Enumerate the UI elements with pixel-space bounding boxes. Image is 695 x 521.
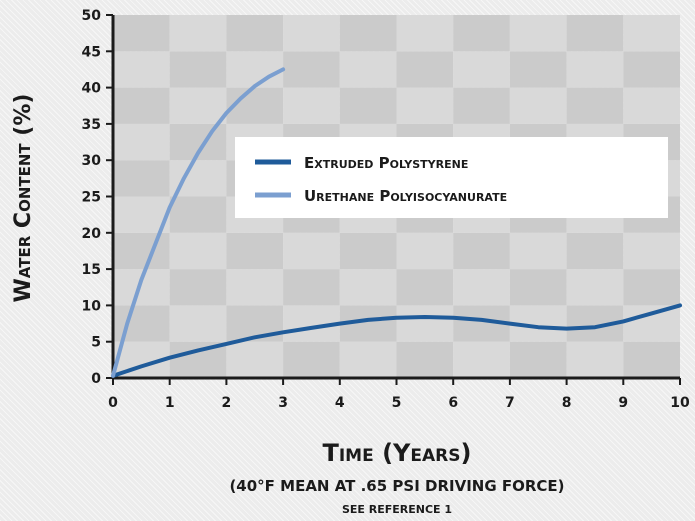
grid-cell	[509, 341, 567, 378]
grid-cell	[169, 196, 227, 233]
grid-cell	[566, 15, 624, 52]
grid-cell	[566, 87, 624, 124]
y-axis-label: Water Content (%)	[11, 94, 36, 303]
grid-cell	[283, 232, 340, 270]
y-tick-label: 5	[91, 335, 101, 351]
grid-cell	[283, 269, 340, 306]
y-tick-label: 35	[82, 117, 101, 133]
series-line-extruded-polystyrene	[111, 303, 682, 378]
grid-cell	[339, 15, 397, 52]
y-tick-label: 0	[91, 371, 101, 387]
grid-cell	[169, 15, 227, 52]
x-tick-label: 7	[505, 395, 515, 411]
grid-cell	[396, 87, 454, 124]
grid-cell	[396, 232, 454, 270]
grid-cell	[339, 232, 397, 270]
grid-cell	[566, 341, 624, 378]
grid-cell	[113, 232, 170, 270]
grid-cell	[283, 341, 340, 378]
y-tick-labels: 0 5 10 15 20 25 30 35 40 45 50	[82, 8, 113, 387]
grid-cell	[396, 15, 454, 52]
legend-label: Urethane Polyisocyanurate	[304, 187, 507, 205]
x-tick-label: 2	[222, 395, 232, 411]
grid-cell	[566, 51, 624, 88]
legend-label: Extruded Polystyrene	[304, 154, 468, 172]
grid-cell	[283, 15, 340, 52]
series-lines	[111, 67, 682, 378]
grid-cell	[623, 51, 680, 88]
grid-cell	[113, 87, 170, 124]
y-tick-label: 30	[82, 153, 102, 169]
grid-cell	[623, 305, 680, 342]
x-tick-label: 0	[108, 395, 118, 411]
grid-cell	[169, 87, 227, 124]
x-axis-label: Time (Years)	[322, 439, 471, 467]
grid-cell	[226, 51, 284, 88]
grid-cell	[113, 15, 170, 52]
grid-cell	[339, 87, 397, 124]
grid-cell	[509, 51, 567, 88]
grid-cell	[339, 341, 397, 378]
grid-cell	[453, 232, 510, 270]
grid-cell	[113, 305, 170, 342]
x-tick-label: 1	[165, 395, 175, 411]
y-tick-label: 10	[82, 298, 102, 314]
y-tick-label: 50	[82, 8, 102, 24]
y-tick-label: 40	[82, 81, 102, 97]
grid-cell	[453, 87, 510, 124]
grid-cell	[226, 15, 284, 52]
grid-cell	[623, 341, 680, 378]
grid-cell	[113, 160, 170, 197]
x-tick-label: 10	[670, 395, 690, 411]
grid-cell	[396, 305, 454, 342]
x-tick-labels: 0 1 2 3 4 5 6 7 8 9 10	[108, 378, 690, 411]
grid-cell	[453, 341, 510, 378]
grid-cell	[169, 51, 227, 88]
grid-cell	[623, 269, 680, 306]
grid-cell	[453, 269, 510, 306]
x-tick-label: 8	[562, 395, 572, 411]
grid-cell	[283, 87, 340, 124]
x-tick-label: 9	[618, 395, 628, 411]
grid-cell	[453, 51, 510, 88]
reference-note: SEE REFERENCE 1	[342, 503, 452, 516]
grid-cell	[283, 51, 340, 88]
grid-cell	[169, 269, 227, 306]
x-axis-sublabel: (40°F MEAN AT .65 PSI DRIVING FORCE)	[229, 477, 564, 495]
grid-cell	[509, 269, 567, 306]
x-tick-label: 3	[278, 395, 288, 411]
y-tick-label: 20	[82, 226, 102, 242]
grid-cell	[169, 305, 227, 342]
grid-cell	[623, 15, 680, 52]
y-tick-label: 45	[82, 44, 101, 60]
grid-cell	[396, 341, 454, 378]
y-tick-label: 15	[82, 262, 101, 278]
grid-cell	[453, 15, 510, 52]
x-tick-label: 4	[335, 395, 345, 411]
legend: Extruded Polystyrene Urethane Polyisocyan…	[235, 137, 668, 218]
grid-cell	[226, 269, 284, 306]
grid-cell	[396, 269, 454, 306]
grid-cell	[566, 232, 624, 270]
y-tick-label: 25	[82, 190, 101, 206]
grid-cell	[169, 232, 227, 270]
grid-cell	[396, 51, 454, 88]
grid-cell	[226, 341, 284, 378]
grid-cell	[566, 269, 624, 306]
grid-cell	[623, 232, 680, 270]
legend-box	[235, 137, 668, 218]
grid-cell	[113, 51, 170, 88]
grid-cell	[509, 15, 567, 52]
grid-cell	[509, 232, 567, 270]
grid-cell	[509, 87, 567, 124]
series-line-urethane-polyisocyanurate	[111, 67, 286, 378]
grid-cell	[623, 87, 680, 124]
grid-cell	[339, 51, 397, 88]
x-tick-label: 6	[448, 395, 458, 411]
grid-cell	[226, 232, 284, 270]
grid-cell	[113, 123, 170, 161]
grid-cell	[339, 269, 397, 306]
x-tick-label: 5	[392, 395, 402, 411]
